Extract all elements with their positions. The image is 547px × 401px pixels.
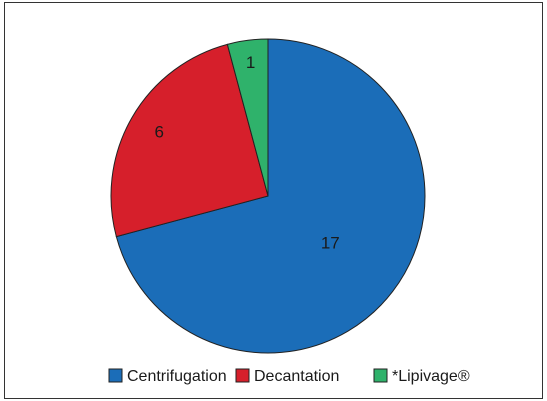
legend-swatch [108,368,123,383]
pie-slice [226,38,269,197]
pie-slice [110,43,269,238]
legend-label: Decantation [254,368,339,385]
pie-slice [115,38,426,354]
data-label: 6 [154,123,163,142]
data-label: 1 [246,53,255,72]
data-label: 17 [321,233,340,252]
legend-swatch [373,368,388,383]
legend-label: *Lipivage® [392,368,470,385]
legend-label: Centrifugation [127,368,227,385]
legend-swatch [235,368,250,383]
